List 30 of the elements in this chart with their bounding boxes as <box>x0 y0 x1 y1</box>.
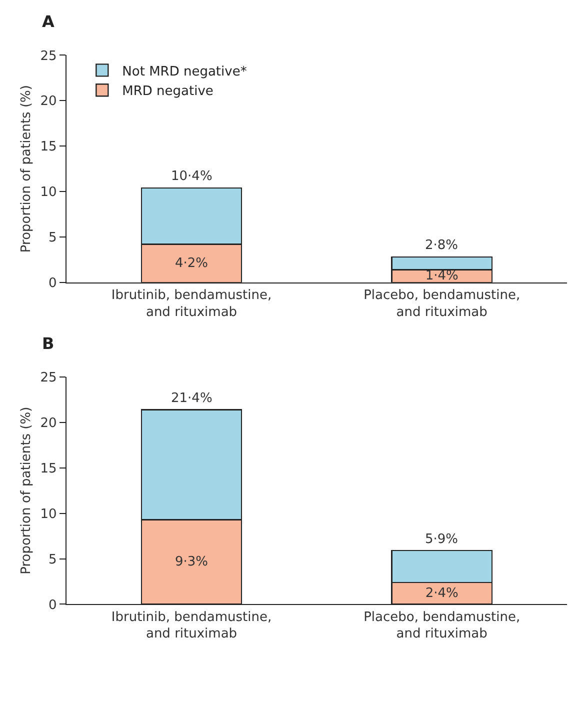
legend-label: Not MRD negative* <box>122 64 248 80</box>
data-label: 2·4% <box>425 586 458 601</box>
y-tick-label: 10 <box>40 185 57 200</box>
y-tick-label: 0 <box>48 598 57 613</box>
x-tick-label: Ibrutinib, bendamustine, and rituximab <box>111 610 272 642</box>
y-tick-label: 20 <box>40 416 57 432</box>
data-label: 9·3% <box>175 554 208 570</box>
data-label: 1·4% <box>425 268 458 284</box>
chart-title: A <box>42 12 55 31</box>
y-tick-label: 0 <box>48 276 57 291</box>
x-tick-label: Placebo, bendamustine, and rituximab <box>364 610 520 642</box>
y-tick-label: 15 <box>40 461 57 476</box>
total-label: 2·8% <box>425 238 458 253</box>
y-tick-label: 20 <box>40 94 57 110</box>
y-tick-label: 25 <box>40 48 57 64</box>
y-axis-title: Proportion of patients (%) <box>19 406 34 574</box>
y-tick-label: 5 <box>48 230 57 246</box>
y-axis-title: Proportion of patients (%) <box>19 85 34 253</box>
data-label: 4·2% <box>175 256 208 271</box>
y-tick-label: 10 <box>40 506 57 522</box>
y-tick-label: 25 <box>40 370 57 386</box>
x-tick-label: Ibrutinib, bendamustine, and rituximab <box>111 288 272 320</box>
total-label: 21·4% <box>171 391 212 406</box>
total-label: 10·4% <box>171 169 212 184</box>
y-tick-label: 5 <box>48 552 57 568</box>
y-tick-label: 15 <box>40 140 57 155</box>
x-tick-label: Placebo, bendamustine, and rituximab <box>364 288 520 320</box>
chart-title: B <box>42 334 54 353</box>
total-label: 5·9% <box>425 532 458 547</box>
legend-label: MRD negative <box>122 84 214 100</box>
